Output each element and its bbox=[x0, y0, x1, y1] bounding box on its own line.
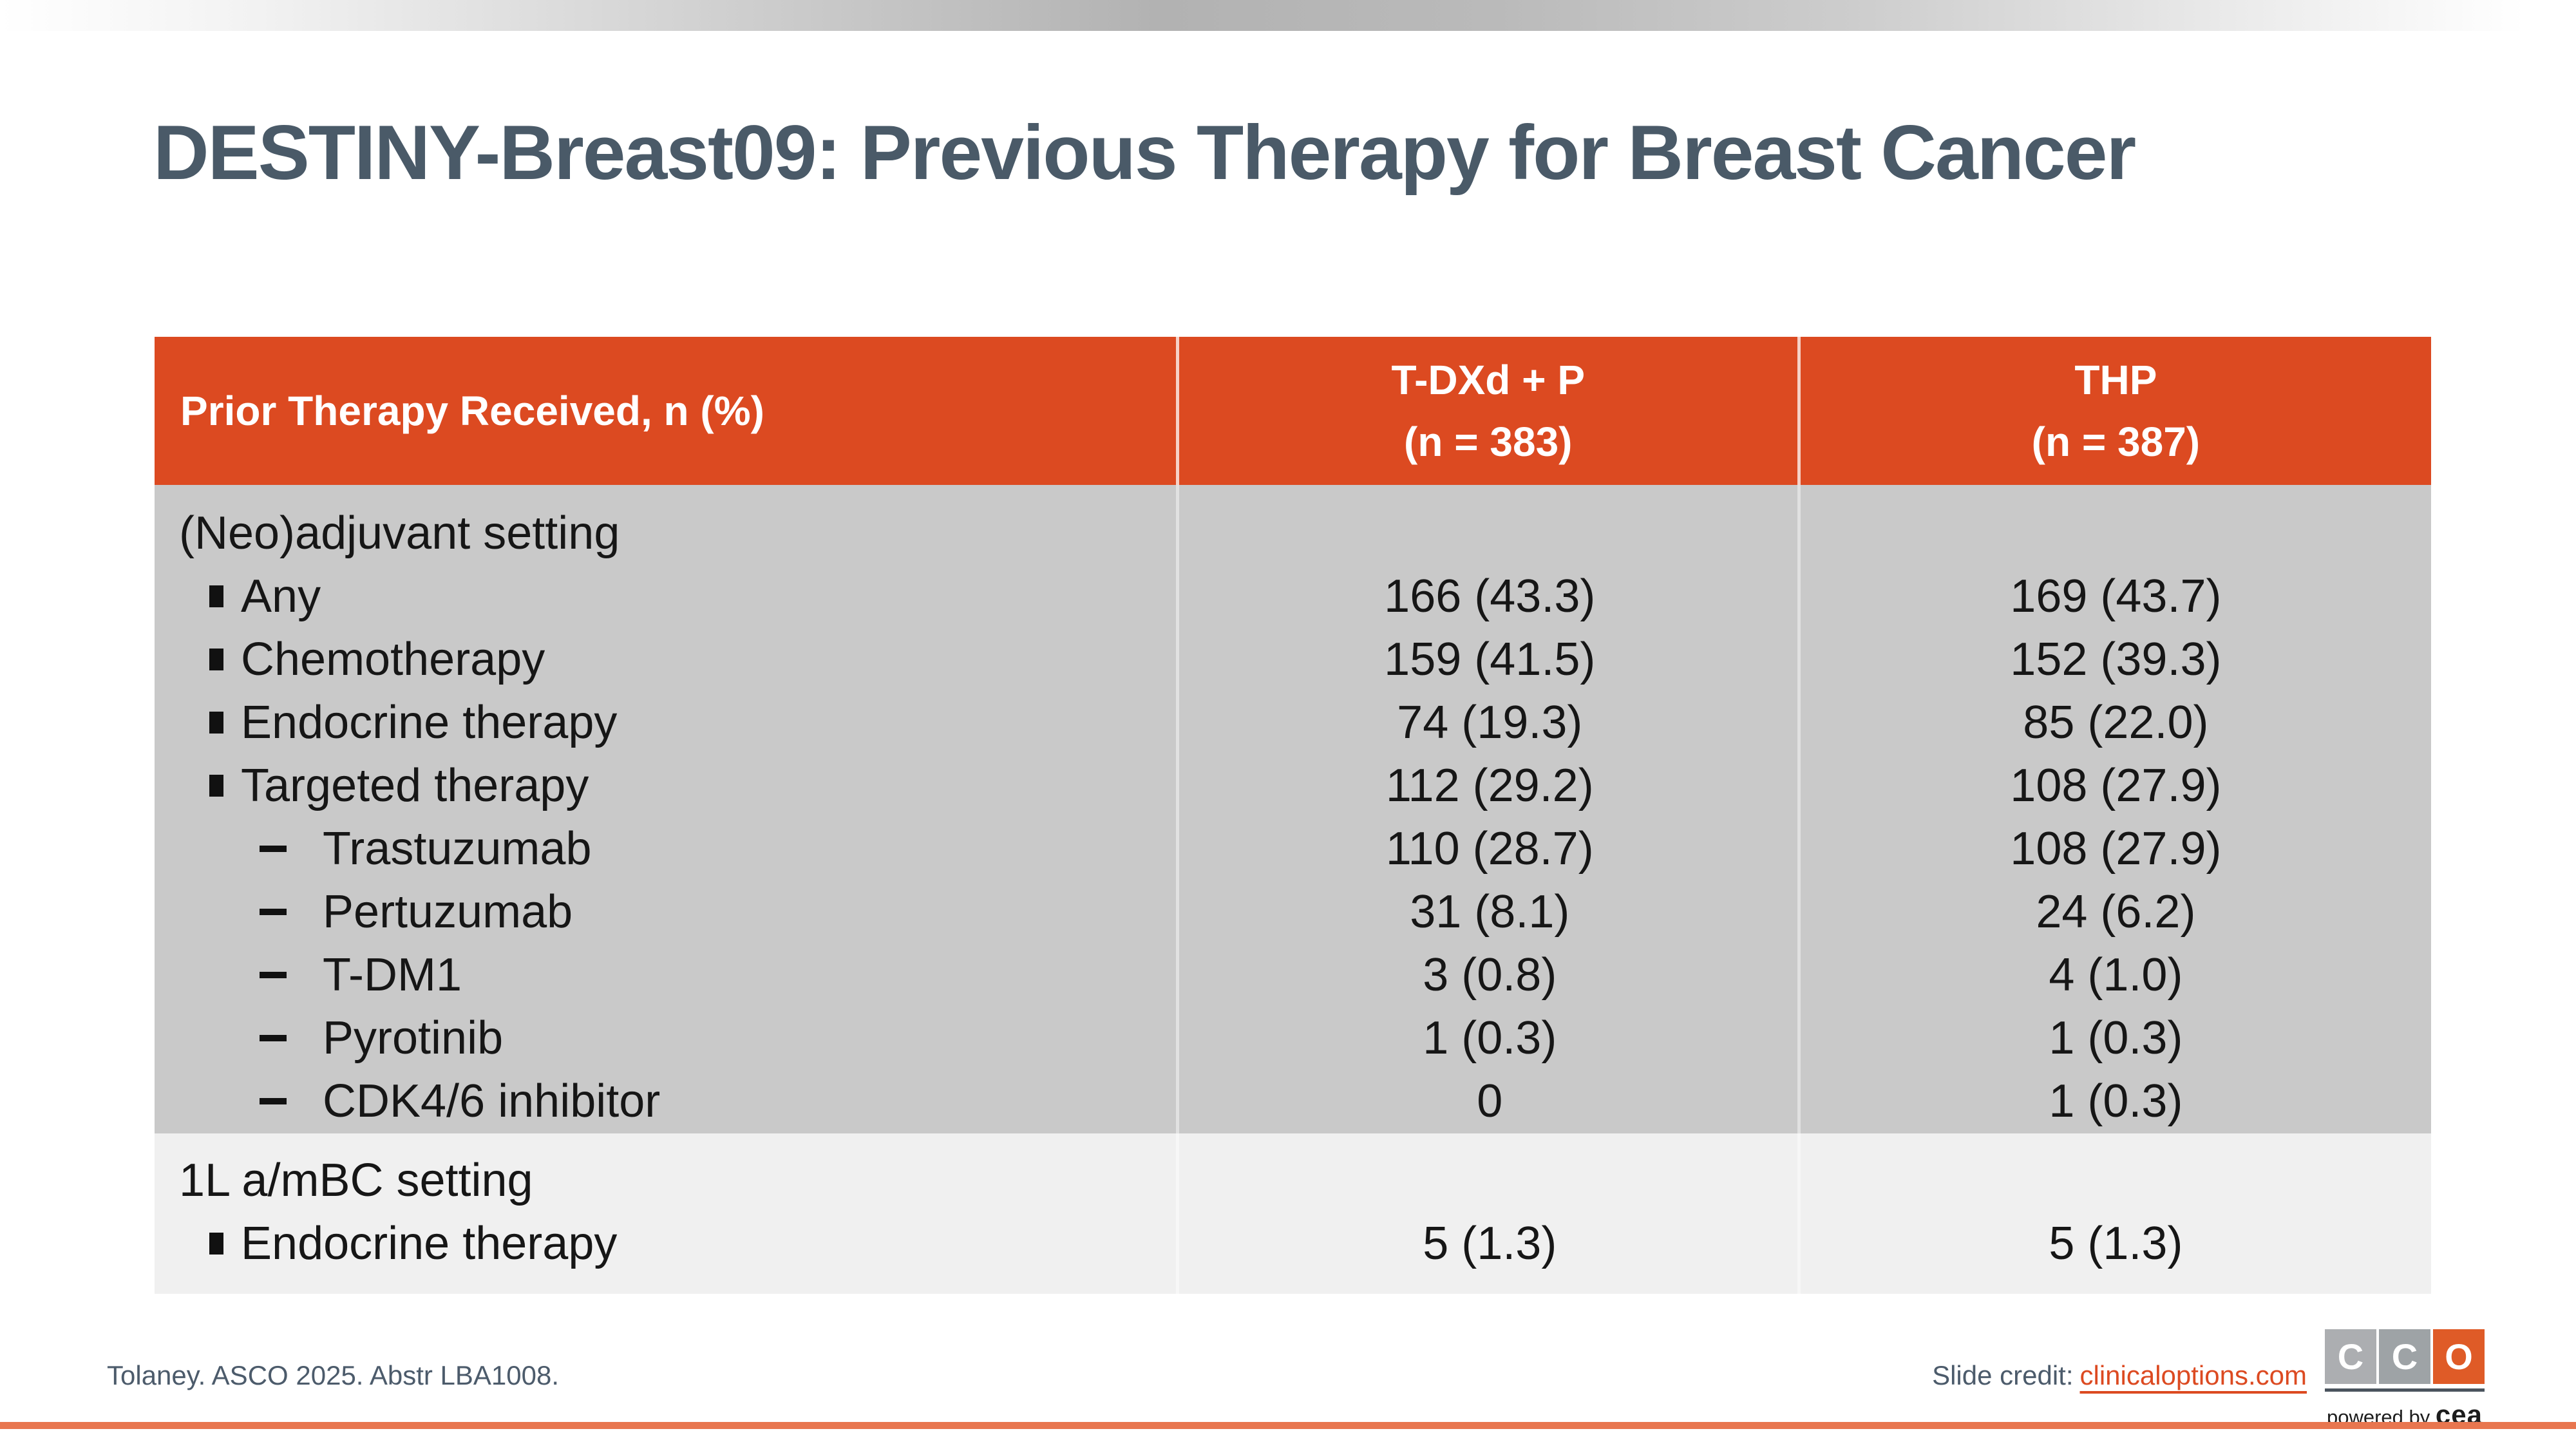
value-tdxd-p: 3 (0.8) bbox=[1423, 949, 1557, 1001]
row-label-text: (Neo)adjuvant setting bbox=[179, 507, 620, 559]
header-tdxd-p: T-DXd + P (n = 383) bbox=[1179, 337, 1801, 485]
dash-bullet-icon bbox=[260, 1098, 287, 1104]
row-label-text: Pyrotinib bbox=[323, 1012, 504, 1064]
table-section-neoadjuvant: (Neo)adjuvant setting Any 166 (43.3) 169 (4… bbox=[155, 485, 2431, 1133]
row-label: (Neo)adjuvant setting bbox=[155, 507, 1179, 560]
value-thp: 1 (0.3) bbox=[2049, 1012, 2183, 1064]
row-label: Chemotherapy bbox=[155, 633, 1179, 686]
row-label: Endocrine therapy bbox=[155, 1217, 1179, 1270]
column-divider bbox=[1175, 485, 1179, 1133]
table-row: Endocrine therapy 74 (19.3) 85 (22.0) bbox=[155, 691, 2431, 754]
square-bullet-icon bbox=[209, 712, 223, 734]
table-row: Endocrine therapy 5 (1.3) 5 (1.3) bbox=[155, 1212, 2431, 1275]
value-thp: 169 (43.7) bbox=[2010, 571, 2222, 622]
value-tdxd-p: 166 (43.3) bbox=[1384, 571, 1596, 622]
column-divider bbox=[1797, 485, 1801, 1133]
slide-credit-label: Slide credit: bbox=[1932, 1360, 2074, 1390]
header-tdxd-p-name: T-DXd + P bbox=[1391, 357, 1586, 403]
table-row: Pyrotinib 1 (0.3) 1 (0.3) bbox=[155, 1007, 2431, 1070]
dash-bullet-icon bbox=[260, 909, 287, 915]
square-bullet-icon bbox=[209, 649, 223, 670]
header-thp-name: THP bbox=[2074, 357, 2157, 403]
row-label: T-DM1 bbox=[155, 949, 1179, 1001]
table-row: 1L a/mBC setting bbox=[155, 1149, 2431, 1212]
value-thp: 108 (27.9) bbox=[2010, 823, 2222, 875]
value-tdxd-p: 74 (19.3) bbox=[1397, 697, 1583, 748]
square-bullet-icon bbox=[209, 1233, 223, 1255]
row-label: Pertuzumab bbox=[155, 886, 1179, 938]
value-tdxd-p: 159 (41.5) bbox=[1384, 634, 1596, 685]
prior-therapy-table: Prior Therapy Received, n (%) T-DXd + P … bbox=[155, 337, 2431, 1294]
header-thp: THP (n = 387) bbox=[1801, 337, 2431, 485]
logo-letter-o: O bbox=[2433, 1329, 2485, 1384]
row-label: Targeted therapy bbox=[155, 759, 1179, 812]
value-tdxd-p: 110 (28.7) bbox=[1385, 823, 1594, 875]
row-label-text: 1L a/mBC setting bbox=[179, 1155, 533, 1206]
row-label: Pyrotinib bbox=[155, 1012, 1179, 1065]
value-tdxd-p: 0 bbox=[1477, 1075, 1503, 1127]
table-row: Any 166 (43.3) 169 (43.7) bbox=[155, 565, 2431, 628]
table-row: T-DM1 3 (0.8) 4 (1.0) bbox=[155, 943, 2431, 1007]
dash-bullet-icon bbox=[260, 972, 287, 978]
row-label: Trastuzumab bbox=[155, 822, 1179, 875]
table-row: (Neo)adjuvant setting bbox=[155, 502, 2431, 565]
row-label: CDK4/6 inhibitor bbox=[155, 1075, 1179, 1128]
row-label-text: CDK4/6 inhibitor bbox=[323, 1075, 661, 1127]
value-tdxd-p: 112 (29.2) bbox=[1385, 760, 1594, 811]
table-row: Chemotherapy 159 (41.5) 152 (39.3) bbox=[155, 628, 2431, 691]
row-label-text: Endocrine therapy bbox=[241, 1218, 618, 1269]
dash-bullet-icon bbox=[260, 846, 287, 852]
table-row: CDK4/6 inhibitor 0 1 (0.3) bbox=[155, 1070, 2431, 1133]
square-bullet-icon bbox=[209, 585, 223, 607]
column-divider bbox=[1797, 1133, 1801, 1294]
row-label: Endocrine therapy bbox=[155, 696, 1179, 749]
table-row: Trastuzumab 110 (28.7) 108 (27.9) bbox=[155, 817, 2431, 880]
logo-underline bbox=[2325, 1388, 2485, 1392]
column-divider bbox=[1175, 1133, 1179, 1294]
header-tdxd-p-n: (n = 383) bbox=[1404, 419, 1573, 465]
value-thp: 1 (0.3) bbox=[2049, 1075, 2183, 1127]
header-prior-therapy: Prior Therapy Received, n (%) bbox=[155, 337, 1179, 485]
logo-letter-c1: C bbox=[2325, 1329, 2376, 1384]
value-tdxd-p: 31 (8.1) bbox=[1410, 886, 1570, 938]
table-header-row: Prior Therapy Received, n (%) T-DXd + P … bbox=[155, 337, 2431, 485]
footer-citation: Tolaney. ASCO 2025. Abstr LBA1008. bbox=[107, 1360, 560, 1390]
page-title: DESTINY-Breast09: Previous Therapy for B… bbox=[153, 109, 2136, 196]
value-thp: 24 (6.2) bbox=[2036, 886, 2196, 938]
row-label-text: Any bbox=[241, 571, 321, 622]
row-label-text: Pertuzumab bbox=[323, 886, 573, 938]
value-thp: 152 (39.3) bbox=[2010, 634, 2222, 685]
bottom-accent-line bbox=[0, 1422, 2576, 1429]
row-label-text: Chemotherapy bbox=[241, 634, 545, 685]
table-row: Pertuzumab 31 (8.1) 24 (6.2) bbox=[155, 880, 2431, 943]
row-label: Any bbox=[155, 570, 1179, 623]
table-section-1l-ambc: 1L a/mBC setting Endocrine therapy 5 (1.3)… bbox=[155, 1133, 2431, 1294]
cco-logo: C C O powered by cea bbox=[2325, 1329, 2485, 1430]
logo-letter-c2: C bbox=[2379, 1329, 2430, 1384]
value-thp: 108 (27.9) bbox=[2010, 760, 2222, 811]
value-tdxd-p: 1 (0.3) bbox=[1423, 1012, 1557, 1064]
value-tdxd-p: 5 (1.3) bbox=[1423, 1218, 1557, 1269]
header-thp-n: (n = 387) bbox=[2031, 419, 2201, 465]
value-thp: 85 (22.0) bbox=[2023, 697, 2209, 748]
row-label: 1L a/mBC setting bbox=[155, 1154, 1179, 1207]
row-label-text: Targeted therapy bbox=[241, 760, 589, 811]
row-label-text: Endocrine therapy bbox=[241, 697, 618, 748]
cco-logo-squares: C C O bbox=[2325, 1329, 2485, 1384]
top-gradient-bar bbox=[0, 0, 2576, 31]
slide-credit-link[interactable]: clinicaloptions.com bbox=[2079, 1360, 2307, 1390]
square-bullet-icon bbox=[209, 775, 223, 797]
value-thp: 4 (1.0) bbox=[2049, 949, 2183, 1001]
row-label-text: T-DM1 bbox=[323, 949, 462, 1001]
table-row: Targeted therapy 112 (29.2) 108 (27.9) bbox=[155, 754, 2431, 817]
dash-bullet-icon bbox=[260, 1035, 287, 1041]
row-label-text: Trastuzumab bbox=[323, 823, 592, 875]
slide-credit: Slide credit: clinicaloptions.com bbox=[1932, 1360, 2307, 1391]
value-thp: 5 (1.3) bbox=[2049, 1218, 2183, 1269]
